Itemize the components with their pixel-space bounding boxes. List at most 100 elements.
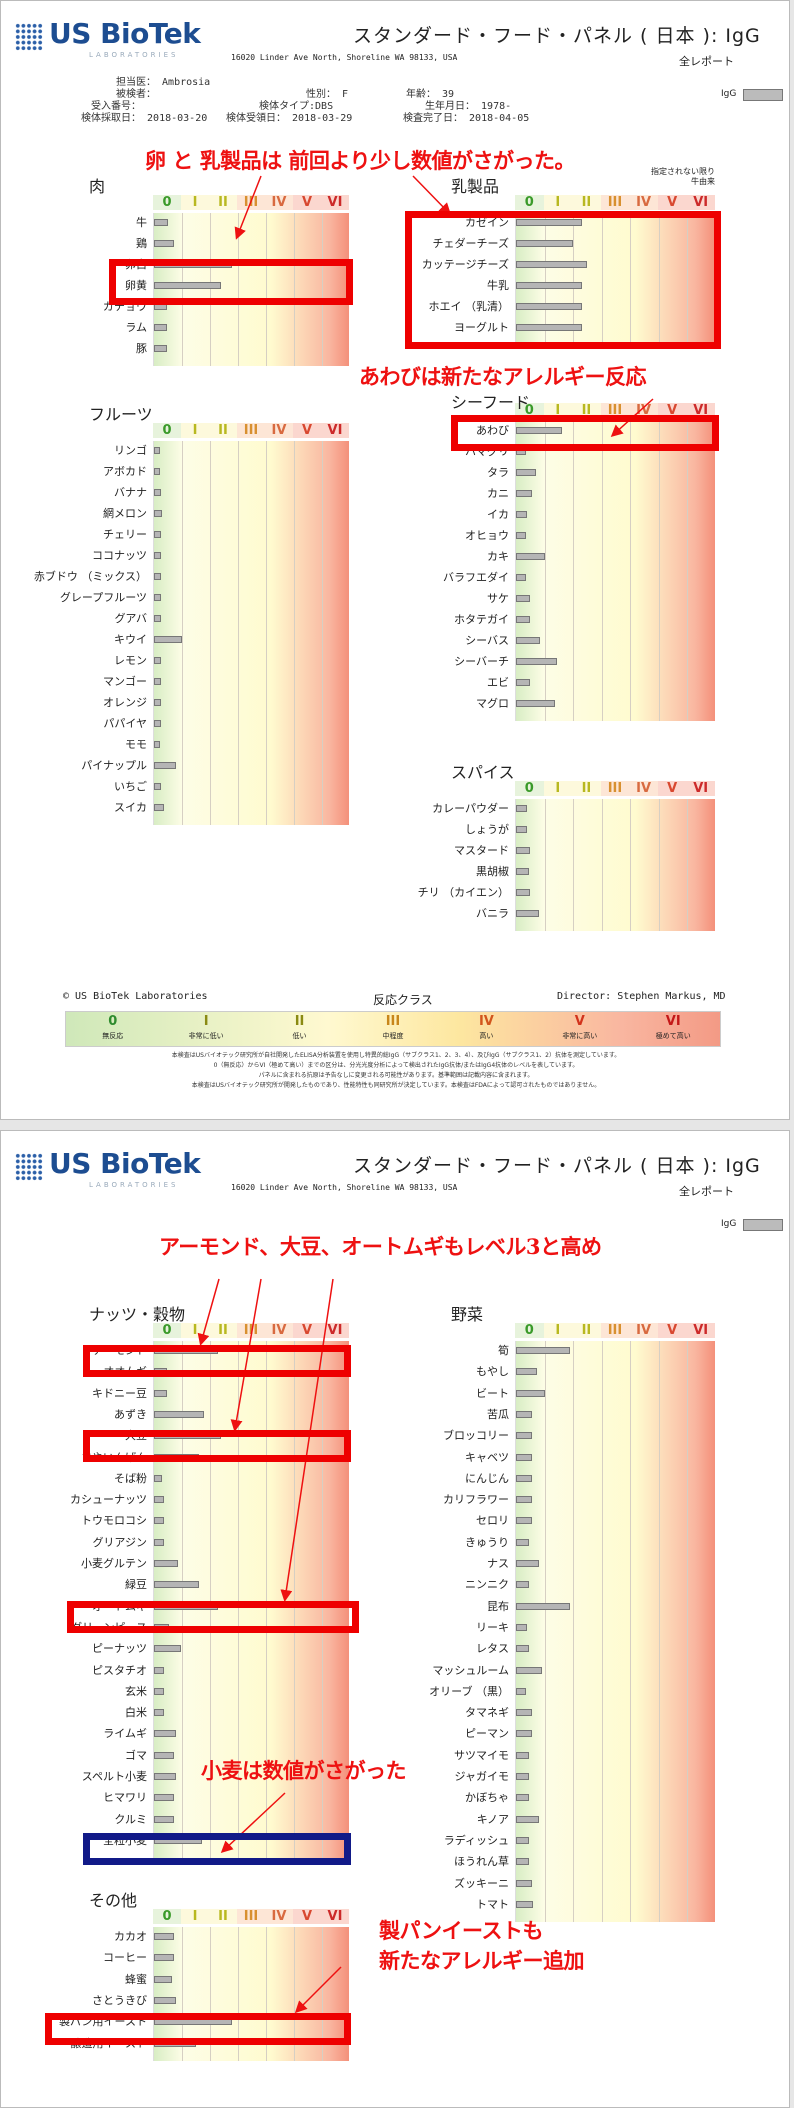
food-label: ほうれん草 — [454, 1855, 509, 1869]
food-label: ナス — [487, 1557, 509, 1570]
brand-sub: LABORATORIES — [89, 1181, 179, 1189]
food-label: 牛乳 — [487, 279, 509, 292]
scale-header: VI — [686, 195, 715, 210]
collected-value: 2018-03-20 — [147, 113, 208, 124]
food-label: きゅうり — [465, 1535, 509, 1549]
legend-class: V 非常に高い — [533, 1012, 626, 1046]
food-bar — [154, 1496, 164, 1504]
food-label: タマネギ — [465, 1706, 509, 1720]
annotation-wheat: 小麦は数値がさがった — [201, 1758, 407, 1783]
food-bar — [516, 1836, 529, 1844]
food-label: さとうきび — [92, 1993, 147, 2007]
highlight-yeast-box — [45, 2013, 351, 2045]
food-label: チェリー — [103, 528, 147, 541]
grid-line — [630, 213, 632, 345]
scale-header: V — [657, 195, 687, 210]
scale-header: IV — [265, 1909, 293, 1924]
food-label: カレーパウダー — [432, 802, 509, 815]
annotation-yeast-1: 製パンイーストも — [379, 1918, 544, 1943]
food-bar — [516, 282, 582, 289]
food-label: リーキ — [476, 1620, 509, 1634]
scale-header: 0 — [153, 195, 181, 210]
sex-value: F — [342, 89, 349, 100]
food-bar — [154, 531, 161, 538]
food-bar — [154, 447, 160, 454]
grid-line — [322, 213, 323, 366]
food-label: そば粉 — [114, 1471, 147, 1485]
panel-grid — [153, 213, 349, 366]
panel-title-fruit: フルーツ — [89, 405, 153, 424]
panel-note-dairy: 指定されない限り — [651, 167, 715, 176]
collected-label: 検体採取日： — [81, 113, 141, 124]
scale-header: I — [181, 1323, 209, 1338]
food-bar — [516, 1879, 532, 1887]
food-bar — [516, 1815, 539, 1823]
legend-num: VI — [665, 1014, 681, 1029]
food-bar — [516, 1794, 529, 1802]
food-label: チェダーチーズ — [432, 237, 509, 250]
panel-title-veg: 野菜 — [451, 1305, 484, 1324]
food-bar — [516, 1623, 528, 1631]
food-label: モモ — [125, 738, 147, 751]
highlight-oat-box — [67, 1601, 359, 1633]
food-bar — [516, 1517, 532, 1525]
grid-line — [601, 799, 603, 931]
panel-grid — [515, 1341, 715, 1923]
igg-label: IgG — [721, 1219, 737, 1229]
food-bar — [154, 615, 161, 622]
food-label: マグロ — [476, 697, 509, 710]
food-bar — [154, 594, 161, 601]
food-bar — [154, 1581, 199, 1589]
report-page-1: US BioTek LABORATORIES スタンダード・フード・パネル ( … — [0, 0, 790, 1120]
food-label: カシューナッツ — [70, 1493, 147, 1507]
food-bar — [154, 489, 161, 496]
grid-line — [294, 1341, 295, 1859]
scale-header: I — [543, 403, 573, 418]
food-label: 昆布 — [487, 1599, 509, 1613]
scale-header: 0 — [515, 195, 544, 210]
highlight-egg-box — [109, 259, 353, 305]
age-label: 年齢： — [406, 89, 436, 100]
scale-header: V — [657, 1323, 687, 1338]
food-bar — [516, 1560, 539, 1567]
food-label: 小麦グルテン — [81, 1557, 147, 1570]
subject-label: 被検者： — [116, 89, 156, 100]
grid-line — [630, 421, 632, 721]
food-label: イカ — [487, 508, 509, 521]
food-bar — [516, 1347, 571, 1354]
scale-header: II — [209, 1323, 237, 1338]
grid-line — [294, 441, 295, 825]
food-bar — [154, 1410, 205, 1418]
director: Director: Stephen Markus, MD — [557, 991, 726, 1002]
food-label: マッシュルーム — [432, 1663, 509, 1677]
reaction-class-legend: 0 無反応 I 非常に低い II 低い III 中程度 IV 高い V 非常に高い VI 極めて高い — [65, 1011, 721, 1047]
highlight-dairy-box — [405, 211, 721, 349]
food-bar — [516, 889, 531, 896]
food-label: パパイヤ — [103, 717, 147, 730]
food-bar — [154, 282, 222, 289]
food-bar — [516, 324, 582, 331]
legend-label: 無反応 — [102, 1032, 124, 1040]
food-label: ズッキーニ — [454, 1876, 509, 1890]
grid-line — [294, 213, 295, 366]
food-bar — [516, 1773, 529, 1780]
annotation-abalone: あわびは新たなアレルギー反応 — [359, 364, 647, 389]
food-label: キノア — [476, 1812, 509, 1826]
completed-value: 2018-04-05 — [469, 113, 530, 124]
food-label: トマト — [476, 1897, 509, 1911]
food-bar — [154, 510, 163, 517]
food-bar — [516, 1410, 532, 1418]
legend-num: IV — [478, 1014, 494, 1029]
food-label: レタス — [476, 1642, 509, 1656]
food-bar — [154, 1954, 174, 1962]
food-label: コーヒー — [103, 1951, 147, 1965]
food-label: ヨーグルト — [454, 321, 509, 334]
food-label: ヒマワリ — [103, 1791, 147, 1805]
legend-class: VI 極めて高い — [627, 1012, 720, 1046]
grid-line — [182, 1927, 183, 2061]
food-bar — [516, 553, 545, 560]
food-label: スペルト小麦 — [81, 1770, 147, 1783]
food-label: マスタード — [454, 844, 509, 857]
food-bar — [516, 1368, 538, 1376]
scale-header: II — [572, 403, 601, 418]
